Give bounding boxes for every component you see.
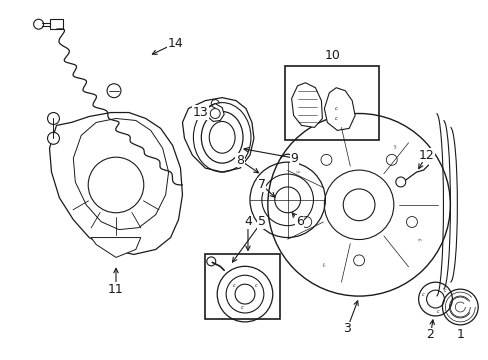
- Text: c: c: [421, 292, 424, 297]
- Text: 2: 2: [426, 328, 434, 341]
- Circle shape: [107, 84, 121, 98]
- Text: c: c: [334, 106, 337, 111]
- Text: c: c: [233, 283, 235, 288]
- Polygon shape: [91, 238, 141, 257]
- Text: 5: 5: [257, 215, 265, 228]
- Text: 13: 13: [192, 106, 208, 119]
- Polygon shape: [73, 118, 168, 230]
- Text: 8: 8: [236, 154, 244, 167]
- Text: 9: 9: [290, 152, 298, 165]
- Text: 3: 3: [343, 322, 350, 336]
- Text: 6: 6: [295, 215, 303, 228]
- Text: 14: 14: [167, 37, 183, 50]
- Circle shape: [47, 132, 60, 144]
- Text: c: c: [254, 283, 256, 288]
- Polygon shape: [49, 113, 182, 255]
- Text: c: c: [390, 142, 396, 148]
- Polygon shape: [324, 88, 354, 130]
- Text: 1: 1: [455, 328, 463, 341]
- Text: 10: 10: [324, 49, 340, 63]
- Polygon shape: [49, 19, 63, 29]
- Text: c: c: [295, 167, 301, 173]
- Polygon shape: [291, 83, 322, 127]
- Text: 4: 4: [244, 215, 251, 228]
- Polygon shape: [207, 104, 224, 121]
- Text: 7: 7: [257, 179, 265, 192]
- Text: c: c: [443, 288, 446, 293]
- Text: c: c: [415, 237, 421, 242]
- Text: 12: 12: [418, 149, 433, 162]
- Circle shape: [47, 113, 60, 125]
- Text: c: c: [334, 116, 337, 121]
- Text: c: c: [241, 305, 244, 310]
- Text: c: c: [321, 262, 326, 268]
- Text: 11: 11: [108, 283, 123, 296]
- Text: c: c: [436, 309, 438, 314]
